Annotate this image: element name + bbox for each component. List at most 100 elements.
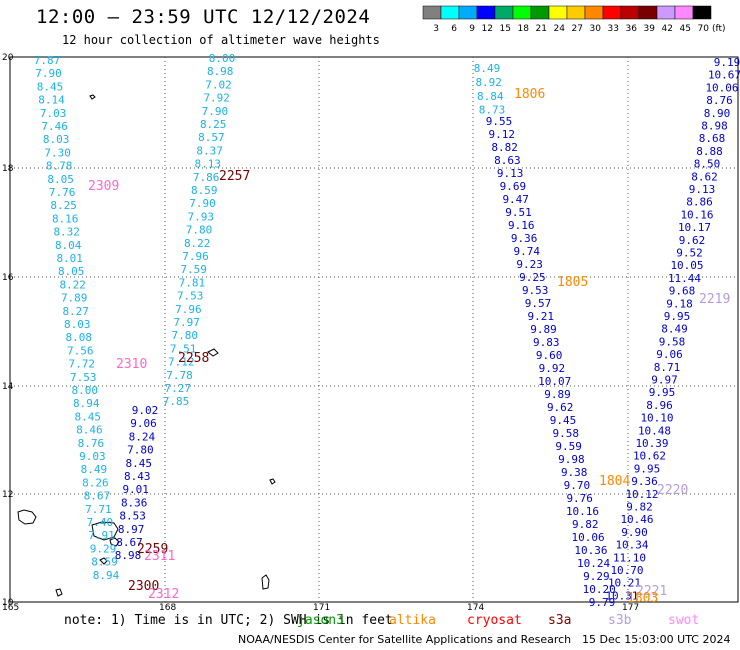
wave-height-value: 9.13 — [689, 183, 716, 196]
satellite-legend-altika: altika — [389, 613, 436, 628]
wave-height-value: 9.36 — [631, 475, 658, 488]
wave-height-value: 8.96 — [646, 399, 673, 412]
wave-height-value: 8.00 — [72, 384, 99, 397]
wave-height-value: 10.10 — [640, 412, 673, 425]
wave-height-value: 8.67 — [84, 490, 111, 503]
wave-height-value: 7.80 — [186, 224, 213, 237]
satellite-legend-swot: swot — [668, 613, 700, 628]
wave-height-value: 7.71 — [85, 503, 112, 516]
wave-height-value: 9.60 — [536, 349, 563, 362]
wave-height-value: 7.80 — [172, 329, 199, 342]
wave-height-value: 8.43 — [124, 470, 151, 483]
wave-height-value: 7.91 — [88, 529, 115, 542]
wave-height-value: 8.08 — [66, 331, 93, 344]
island-outline — [261, 574, 270, 590]
latitude-label: 10 — [2, 598, 14, 608]
wave-height-value: 7.53 — [177, 290, 204, 303]
wave-height-value: 7.90 — [189, 197, 216, 210]
wave-height-value: 8.86 — [686, 196, 713, 209]
wave-height-value: 8.46 — [76, 424, 103, 437]
wave-height-value: 7.80 — [127, 444, 154, 457]
pass-time-label: 2259 — [137, 542, 168, 557]
wave-height-value: 9.23 — [516, 258, 543, 271]
pass-time-label: 2311 — [144, 549, 175, 564]
wave-height-value: 8.14 — [38, 94, 65, 107]
longitude-label: 171 — [313, 603, 330, 610]
wave-height-value: 8.76 — [78, 437, 105, 450]
legend-tick-label: 3 — [433, 24, 439, 34]
wave-height-value: 10.70 — [610, 564, 643, 577]
wave-height-value: 8.78 — [46, 160, 73, 173]
wave-height-value: 8.05 — [58, 265, 85, 278]
wave-height-value: 9.89 — [530, 323, 557, 336]
wave-height-value: 9.95 — [664, 310, 691, 323]
wave-height-value: 9.51 — [505, 206, 532, 219]
wave-height-value: 9.76 — [566, 492, 593, 505]
island-outline — [269, 478, 276, 485]
wave-height-value: 8.73 — [479, 104, 506, 117]
wave-height-value: 9.29 — [583, 570, 610, 583]
wave-height-value: 7.86 — [193, 171, 220, 184]
satellite-legend-s3a: s3a — [548, 613, 572, 628]
wave-height-value: 8.57 — [198, 131, 225, 144]
wave-height-value: 7.03 — [40, 107, 67, 120]
wave-height-value: 8.25 — [200, 118, 227, 131]
wave-height-value: 8.01 — [56, 252, 83, 265]
wave-height-value: 8.63 — [494, 154, 521, 167]
wave-height-value: 10.17 — [678, 221, 711, 234]
wave-height-value: 9.52 — [676, 247, 703, 260]
wave-height-value: 10.16 — [680, 208, 713, 221]
wave-height-value: 9.98 — [558, 453, 585, 466]
island-outline — [99, 557, 108, 565]
wave-height-value: 10.24 — [577, 557, 610, 570]
wave-height-value: 8.45 — [75, 410, 102, 423]
wave-height-value: 11.44 — [668, 272, 701, 285]
legend-tick-label: 27 — [572, 24, 583, 34]
wave-height-value: 7.12 — [168, 356, 195, 369]
wave-height-value: 9.38 — [561, 466, 588, 479]
wave-height-value: 7.92 — [203, 92, 230, 105]
pass-time-label: 2309 — [88, 179, 119, 194]
wave-height-value: 8.45 — [37, 80, 64, 93]
wave-height-value: 9.47 — [502, 193, 529, 206]
island-outline — [17, 509, 37, 525]
wave-height-value: 8.03 — [64, 318, 91, 331]
wave-height-value: 7.87 — [34, 54, 61, 67]
wave-height-value: 9.18 — [666, 297, 693, 310]
wave-height-value: 8.05 — [47, 173, 74, 186]
wave-height-value: 9.25 — [519, 271, 546, 284]
legend-tick-label: 9 — [469, 24, 475, 34]
wave-height-value: 10.39 — [635, 437, 668, 450]
pass-time-label: 2257 — [219, 169, 250, 184]
wave-height-value: 8.13 — [195, 158, 222, 171]
wave-height-value: 8.16 — [52, 212, 79, 225]
pass-time-label: 2220 — [657, 483, 688, 498]
latitude-label: 16 — [2, 273, 14, 283]
latitude-label: 14 — [2, 382, 14, 392]
wave-height-value: 10.06 — [705, 81, 738, 94]
wave-height-value: 8.50 — [694, 158, 721, 171]
wave-height-value: 8.76 — [706, 94, 733, 107]
wave-height-value: 8.49 — [81, 463, 108, 476]
wave-height-value: 9.95 — [649, 386, 676, 399]
satellite-legend-jason3: jason3 — [297, 613, 344, 628]
wave-height-value: 8.25 — [50, 199, 77, 212]
legend-tick-label: 12 — [482, 24, 493, 34]
wave-height-value: 8.32 — [53, 226, 80, 239]
wave-height-value: 9.79 — [589, 596, 616, 609]
wave-height-value: 10.12 — [625, 488, 658, 501]
latitude-label: 12 — [2, 490, 13, 500]
pass-time-label: 2310 — [116, 357, 147, 372]
wave-height-value: 7.81 — [179, 276, 206, 289]
pass-time-label: 1804 — [599, 474, 630, 489]
wave-height-value: 8.53 — [119, 510, 146, 523]
legend-swatch — [692, 5, 712, 20]
wave-height-value: 9.70 — [564, 479, 591, 492]
wave-height-value: 9.03 — [79, 450, 106, 463]
wave-height-value: 10.31 — [605, 589, 638, 602]
wave-height-value: 10.62 — [633, 450, 666, 463]
island-outline — [89, 94, 96, 100]
wave-height-value: 8.22 — [184, 237, 211, 250]
longitude-label: 165 — [2, 603, 19, 610]
wave-height-value: 10.06 — [572, 531, 605, 544]
